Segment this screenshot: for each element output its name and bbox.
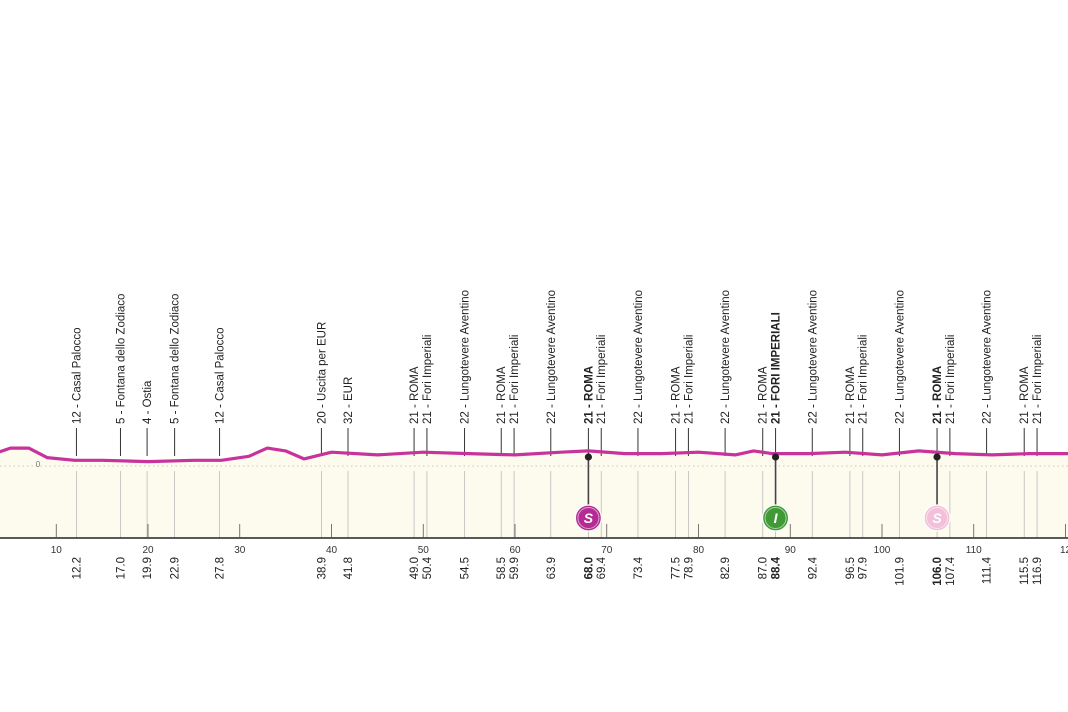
axis-tick-label: 100 — [874, 545, 891, 556]
waypoint-label: 20 - Uscita per EUR — [316, 322, 328, 424]
waypoint-label: 5 - Fontana dello Zodiaco — [170, 294, 182, 424]
km-label: 59.9 — [509, 557, 521, 579]
sprint-marker-icon — [923, 504, 951, 532]
waypoint-label: 21 - ROMA — [496, 366, 508, 424]
axis-tick-label: 12 — [1060, 545, 1068, 556]
waypoint-label: 21 - Fori Imperiali — [945, 335, 957, 424]
marker-ring — [577, 507, 600, 529]
marker-ring — [764, 507, 787, 529]
waypoint-label: 22 - Lungotevere Aventino — [894, 290, 906, 424]
axis-tick-label: 10 — [51, 545, 63, 556]
waypoint-label: 21 - ROMA — [671, 366, 683, 424]
km-label: 22.9 — [170, 557, 182, 579]
marker-dot — [584, 453, 593, 461]
axis-tick-label: 80 — [693, 545, 705, 556]
marker-letter: S — [584, 510, 594, 526]
axis-tick-label: 110 — [966, 545, 982, 556]
km-label: 12.2 — [71, 557, 83, 579]
waypoint-label: 22 - Lungotevere Aventino — [807, 290, 819, 424]
km-label: 78.9 — [683, 557, 695, 579]
zero-label: 0 — [36, 460, 41, 469]
marker-ring — [926, 507, 949, 529]
marker-letter: S — [932, 510, 942, 526]
km-label: 38.9 — [316, 557, 328, 579]
waypoint-label: 12 - Casal Palocco — [71, 327, 83, 424]
waypoint-label: 22 - Lungotevere Aventino — [546, 290, 558, 424]
profile-line — [0, 446, 1068, 464]
km-label: 107.4 — [945, 556, 957, 585]
axis-tick-label: 30 — [234, 545, 246, 556]
waypoint-label: 21 - ROMA — [583, 366, 595, 424]
waypoint-label: 21 - ROMA — [1019, 366, 1031, 424]
axis-tick-label: 50 — [418, 545, 430, 556]
km-label: 63.9 — [546, 557, 558, 579]
intermediate-marker-icon — [761, 504, 790, 532]
km-label: 77.5 — [671, 557, 683, 579]
waypoint-label: 22 - Lungotevere Aventino — [982, 290, 994, 424]
waypoint-label: 21 - Fori Imperiali — [422, 335, 434, 424]
km-label: 111.4 — [982, 556, 994, 584]
waypoint-label: 21 - Fori Imperiali — [858, 335, 870, 424]
km-label: 50.4 — [422, 556, 434, 579]
km-label: 68.0 — [583, 557, 595, 579]
km-label: 87.0 — [758, 557, 770, 579]
sprint-marker-icon — [574, 504, 603, 532]
waypoint-label: 21 - Fori Imperiali — [596, 335, 608, 424]
km-label: 82.9 — [720, 557, 732, 579]
km-label: 58.5 — [496, 557, 508, 579]
km-label: 106.0 — [932, 557, 944, 586]
axis-tick-label: 40 — [326, 545, 338, 556]
waypoint-label: 22 - Lungotevere Aventino — [460, 290, 472, 424]
profile-area — [0, 448, 1068, 538]
km-label: 115.5 — [1019, 557, 1031, 585]
waypoint-label: 21 - ROMA — [845, 366, 857, 424]
km-label: 54.5 — [460, 557, 472, 579]
waypoint-label: 32 - EUR — [343, 377, 355, 424]
waypoint-label: 4 - Ostia — [142, 380, 154, 424]
axis-tick-label: 60 — [509, 545, 521, 556]
axis-tick-label: 20 — [142, 545, 154, 556]
waypoint-label: 21 - Fori Imperiali — [509, 335, 521, 424]
marker-letter: I — [774, 510, 779, 526]
km-label: 41.8 — [343, 557, 355, 579]
waypoint-label: 12 - Casal Palocco — [215, 327, 227, 424]
marker-dot — [771, 453, 780, 461]
km-label: 27.8 — [215, 557, 227, 579]
km-label: 73.4 — [633, 556, 645, 579]
km-label: 49.0 — [409, 557, 421, 579]
waypoint-label: 22 - Lungotevere Aventino — [633, 290, 645, 424]
waypoint-label: 21 - Fori Imperiali — [1032, 335, 1044, 424]
waypoint-label: 22 - Lungotevere Aventino — [720, 290, 732, 424]
km-label: 88.4 — [771, 556, 783, 579]
km-label: 116.9 — [1032, 557, 1044, 585]
axis-tick-label: 90 — [785, 545, 797, 556]
km-label: 69.4 — [596, 556, 608, 579]
waypoint-label: 21 - ROMA — [758, 366, 770, 424]
waypoint-label: 21 - ROMA — [932, 366, 944, 424]
km-label: 17.0 — [116, 557, 128, 579]
km-label: 101.9 — [894, 557, 906, 586]
km-label: 92.4 — [807, 556, 819, 579]
axis-tick-label: 70 — [601, 545, 613, 556]
waypoint-label: 21 - ROMA — [409, 366, 421, 424]
km-label: 19.9 — [142, 557, 154, 579]
waypoint-label: 21 - FORI IMPERIALI — [771, 312, 783, 424]
waypoint-label: 21 - Fori Imperiali — [683, 335, 695, 424]
marker-dot — [933, 453, 941, 461]
waypoint-label: 5 - Fontana dello Zodiaco — [116, 294, 128, 424]
km-label: 97.9 — [858, 557, 870, 579]
km-label: 96.5 — [845, 557, 857, 579]
